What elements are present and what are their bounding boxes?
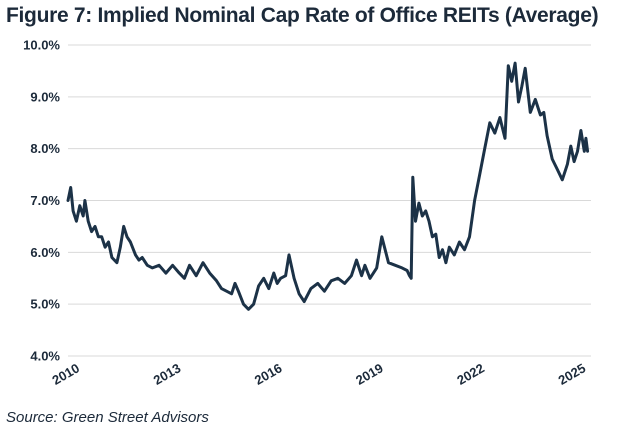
chart-title: Figure 7: Implied Nominal Cap Rate of Of…	[6, 4, 599, 27]
x-tick-label: 2010	[49, 360, 82, 387]
y-tick-label: 5.0%	[30, 297, 60, 312]
y-tick-label: 9.0%	[30, 89, 60, 104]
y-tick-label: 8.0%	[30, 141, 60, 156]
y-tick-label: 10.0%	[23, 38, 60, 53]
source-note: Source: Green Street Advisors	[6, 409, 209, 426]
y-axis-tick-labels: 4.0% 5.0% 6.0% 7.0% 8.0% 9.0% 10.0%	[23, 38, 60, 364]
x-tick-label: 2013	[151, 360, 184, 387]
gridlines	[68, 44, 591, 357]
y-tick-label: 6.0%	[30, 245, 60, 260]
x-tick-label: 2022	[454, 360, 487, 387]
y-tick-label: 7.0%	[30, 193, 60, 208]
x-tick-label: 2019	[353, 360, 386, 387]
x-tick-label: 2025	[556, 360, 589, 387]
x-axis-tick-labels: 2010 2013 2016 2019 2022 2025	[49, 360, 588, 387]
x-tick-label: 2016	[252, 360, 285, 387]
cap-rate-series-line	[66, 61, 590, 311]
y-tick-label: 4.0%	[30, 349, 60, 364]
